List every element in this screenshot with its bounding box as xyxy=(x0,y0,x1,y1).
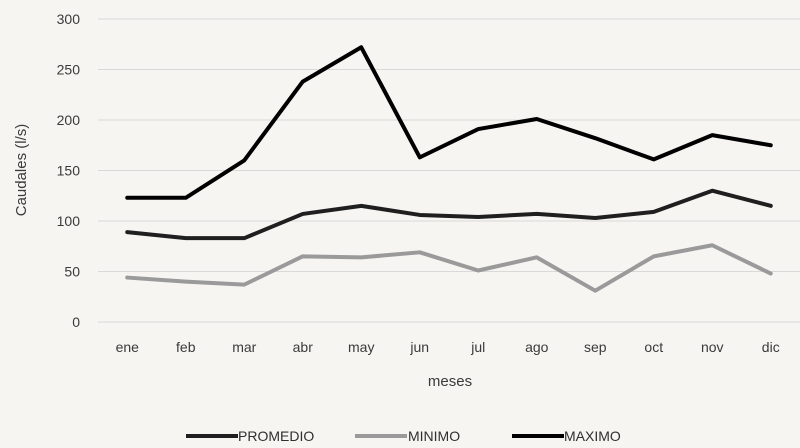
legend-item-promedio: PROMEDIO xyxy=(186,428,314,444)
x-tick-label: abr xyxy=(293,339,314,355)
x-tick-label: oct xyxy=(644,339,663,355)
y-axis-ticks: 0 50 100 150 200 250 300 xyxy=(57,11,81,330)
y-tick-label: 50 xyxy=(64,264,80,280)
legend-label: PROMEDIO xyxy=(238,428,314,444)
series-lines xyxy=(125,45,773,293)
x-tick-label: jul xyxy=(470,339,485,355)
x-tick-label: mar xyxy=(232,339,256,355)
x-tick-label: nov xyxy=(701,339,724,355)
y-tick-label: 300 xyxy=(57,11,81,27)
y-axis-title: Caudales (l/s) xyxy=(13,124,30,217)
y-tick-label: 0 xyxy=(72,314,80,330)
x-axis-ticks: ene feb mar abr may jun jul ago sep oct nov dic xyxy=(116,339,780,355)
legend-item-maximo: MAXIMO xyxy=(512,428,621,444)
legend-label: MINIMO xyxy=(408,428,460,444)
y-tick-label: 100 xyxy=(57,213,81,229)
legend-item-minimo: MINIMO xyxy=(355,428,460,444)
x-tick-label: feb xyxy=(176,339,196,355)
x-tick-label: may xyxy=(348,339,374,355)
gridlines xyxy=(98,18,800,323)
legend-label: MAXIMO xyxy=(564,428,621,444)
x-tick-label: dic xyxy=(762,339,780,355)
series-line-maximo xyxy=(125,45,773,200)
y-tick-label: 250 xyxy=(57,62,81,78)
x-tick-label: jun xyxy=(409,339,429,355)
series-line-promedio xyxy=(125,188,773,241)
x-axis-title: meses xyxy=(428,373,472,390)
series-line-minimo xyxy=(125,243,773,293)
x-tick-label: ago xyxy=(525,339,549,355)
legend: PROMEDIO MINIMO MAXIMO xyxy=(186,428,621,444)
x-tick-label: sep xyxy=(584,339,607,355)
y-tick-label: 200 xyxy=(57,112,81,128)
x-tick-label: ene xyxy=(116,339,140,355)
y-tick-label: 150 xyxy=(57,163,81,179)
